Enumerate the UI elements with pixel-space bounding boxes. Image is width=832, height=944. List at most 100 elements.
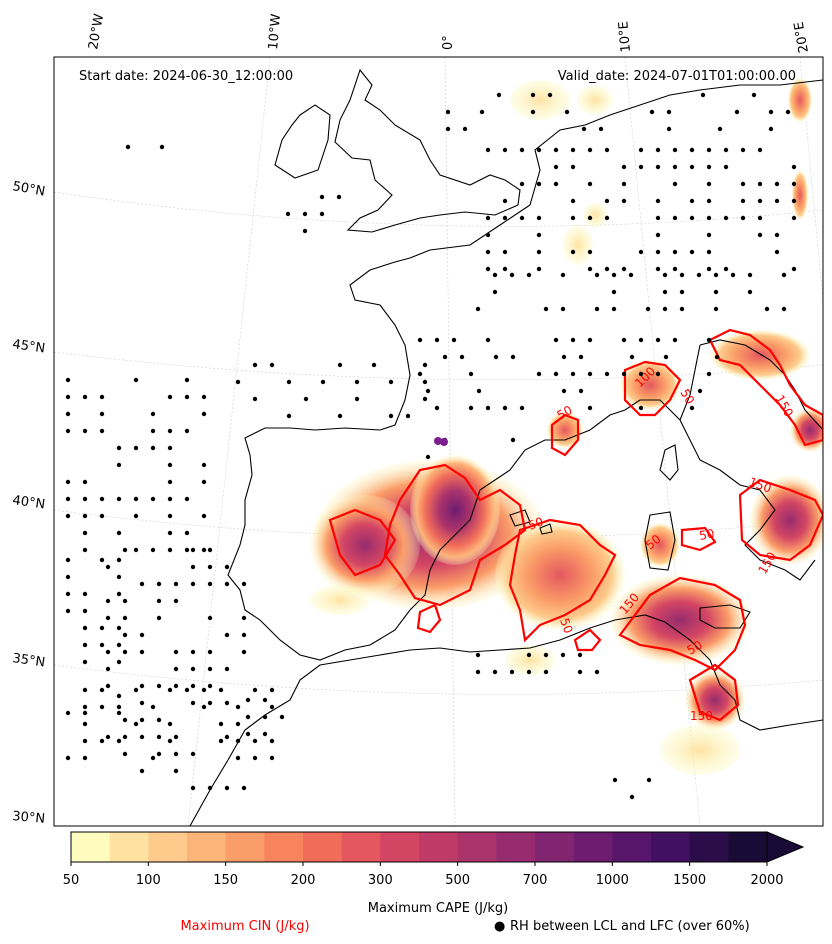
rh-marker <box>713 306 719 312</box>
rh-marker <box>207 700 213 706</box>
rh-marker <box>672 215 678 221</box>
rh-marker <box>201 547 207 553</box>
rh-marker <box>604 198 610 204</box>
rh-marker <box>218 687 224 693</box>
rh-marker <box>156 581 162 587</box>
rh-marker <box>116 496 122 502</box>
rh-marker <box>82 704 88 710</box>
rh-marker <box>577 652 583 658</box>
rh-marker <box>502 249 508 255</box>
rh-marker <box>611 289 617 295</box>
rh-marker <box>116 574 122 580</box>
rh-marker <box>672 266 678 272</box>
rh-marker <box>547 92 553 98</box>
rh-marker <box>791 181 797 187</box>
rh-marker <box>82 394 88 400</box>
rh-marker <box>65 513 71 519</box>
rh-marker <box>536 232 542 238</box>
colorbar-tick-label: 500 <box>445 873 470 888</box>
rh-marker <box>116 625 122 631</box>
rh-marker <box>65 479 71 485</box>
rh-marker <box>553 147 559 153</box>
rh-marker <box>723 164 729 170</box>
rh-marker <box>485 266 491 272</box>
rh-marker <box>526 652 532 658</box>
cin-label: 150 <box>772 393 796 420</box>
colorbar-tick-label: 300 <box>368 873 393 888</box>
rh-marker <box>173 649 179 655</box>
cin-label: 50 <box>685 638 705 658</box>
rh-marker <box>173 768 179 774</box>
rh-marker <box>621 337 627 343</box>
rh-marker <box>201 687 207 693</box>
rh-marker <box>706 232 712 238</box>
cin-label: 50 <box>555 403 575 423</box>
rh-marker <box>781 272 787 278</box>
rh-marker <box>224 564 230 570</box>
rh-marker <box>139 683 145 689</box>
colorbar-tick-label: 700 <box>523 873 548 888</box>
rh-marker <box>65 377 71 383</box>
rh-marker <box>285 211 291 217</box>
rh-marker <box>139 717 145 723</box>
rh-marker <box>492 289 498 295</box>
rh-marker <box>82 710 88 716</box>
rh-marker <box>553 181 559 187</box>
rh-marker <box>241 632 247 638</box>
rh-marker <box>475 652 481 658</box>
rh-marker <box>740 198 746 204</box>
rh-marker <box>235 738 241 744</box>
rh-marker <box>105 615 111 621</box>
rh-marker <box>422 362 428 368</box>
rh-marker <box>747 289 753 295</box>
rh-marker <box>713 289 719 295</box>
rh-marker <box>167 738 173 744</box>
rh-marker <box>82 687 88 693</box>
rh-marker <box>190 547 196 553</box>
rh-marker <box>493 354 499 360</box>
rh-marker <box>207 649 213 655</box>
rh-marker <box>116 445 122 451</box>
rh-marker <box>706 337 712 343</box>
rh-marker <box>621 181 627 187</box>
rh-marker <box>150 755 156 761</box>
rh-marker <box>190 581 196 587</box>
rh-marker <box>252 396 258 402</box>
rh-marker <box>224 734 230 740</box>
rh-marker <box>774 232 780 238</box>
rh-marker <box>388 379 394 385</box>
rh-marker <box>99 428 105 434</box>
rh-marker <box>492 272 498 278</box>
colorbar-segment <box>457 832 497 862</box>
rh-marker <box>167 394 173 400</box>
rh-marker <box>689 215 695 221</box>
rh-marker <box>354 379 360 385</box>
rh-marker <box>337 362 343 368</box>
rh-marker <box>241 785 247 791</box>
rh-marker <box>655 164 661 170</box>
rh-marker <box>319 194 325 200</box>
rh-marker <box>82 625 88 631</box>
rh-marker <box>405 413 411 419</box>
rh-marker <box>99 411 105 417</box>
rh-marker <box>82 530 88 536</box>
rh-marker <box>594 669 600 675</box>
rh-marker <box>612 777 618 783</box>
rh-marker <box>201 513 207 519</box>
rh-marker <box>587 181 593 187</box>
rh-marker <box>638 371 644 377</box>
rh-marker <box>594 272 600 278</box>
rh-marker <box>371 362 377 368</box>
rh-marker <box>485 215 491 221</box>
rh-marker <box>502 215 508 221</box>
rh-marker <box>706 164 712 170</box>
coastlines <box>189 68 823 826</box>
rh-marker <box>207 547 213 553</box>
rh-marker <box>150 445 156 451</box>
rh-marker <box>570 215 576 221</box>
rh-marker <box>587 249 593 255</box>
rh-marker <box>105 564 111 570</box>
rh-marker <box>105 666 111 672</box>
rh-marker <box>706 198 712 204</box>
rh-marker <box>425 388 431 394</box>
